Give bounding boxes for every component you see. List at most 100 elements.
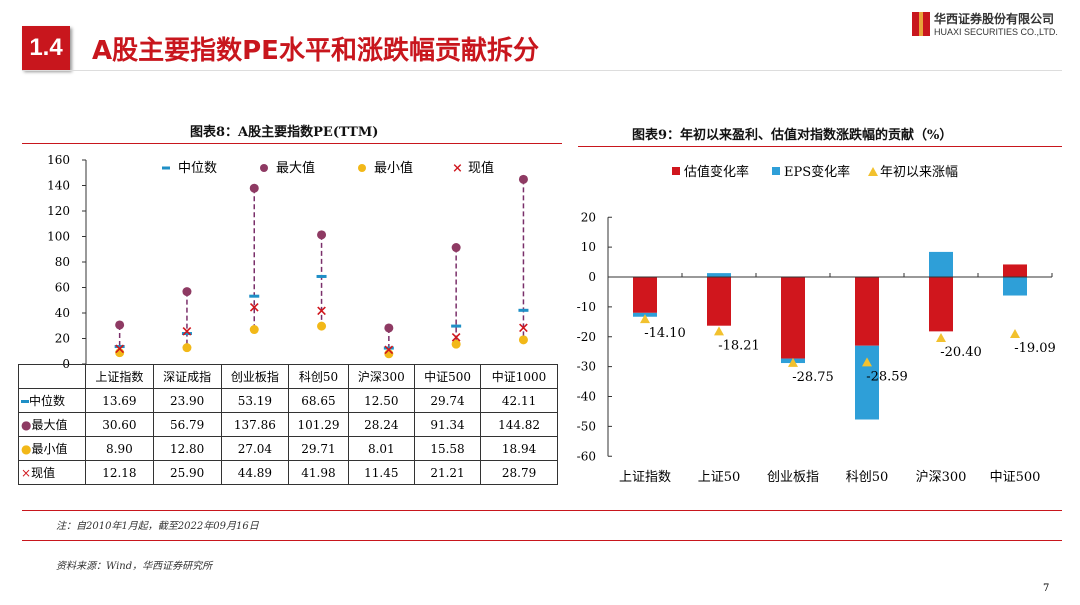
c8-y-tick: 120 [47,204,70,218]
c8-min-point [182,343,192,353]
c8-legend-label: 最大值 [276,160,315,176]
c8-min-point [384,349,394,359]
table-cell: 13.69 [85,388,154,413]
company-logo: 华西证券股份有限公司 HUAXI SECURITIES CO.,LTD. [912,10,1058,37]
c8-min-point [451,339,461,349]
c9-eps-bar [929,251,953,277]
table-row: ×现值 12.18 25.90 44.89 41.98 11.45 21.21 28.79 [18,460,558,485]
row-label-cell: ●最小值 [18,436,86,461]
c9-y-tick: -30 [577,360,596,374]
table-row: ●最大值 30.60 56.79 137.86 101.29 28.24 91.34 144.… [18,412,558,437]
c9-valuation-bar [781,277,805,359]
current-x-icon: × [21,466,32,480]
c8-min-point [317,321,327,331]
c8-y-tick: 100 [47,230,70,244]
header-divider [22,70,1062,71]
chart9-title: 图表9：年初以来盈利、估值对指数涨跌幅的贡献（%） [632,128,953,143]
c9-y-tick: 10 [581,240,596,254]
chart9-title-rule [578,146,1062,147]
c8-current-point: × [450,328,463,346]
logo-en: HUAXI SECURITIES CO.,LTD. [934,27,1058,37]
c8-y-tick: 160 [47,153,70,167]
c9-y-tick: -40 [577,390,596,404]
c8-current-point: × [517,318,530,336]
c8-min-point [115,348,125,358]
c9-return-marker [714,326,724,336]
c8-current-point: × [383,340,396,358]
table-col-header: 创业板指 [220,364,290,389]
logo-mark-icon [912,11,930,36]
c8-current-point: × [248,298,261,316]
c8-legend-circle-icon [260,164,268,172]
table-cell: 44.89 [220,460,290,485]
pe-table: 上证指数 深证成指 创业板指 科创50 沪深300 中证500 中证1000 中位数 13.69… [18,364,558,485]
source: 资料来源：Wind，华西证券研究所 [56,561,213,572]
table-header-row: 上证指数 深证成指 创业板指 科创50 沪深300 中证500 中证1000 [18,364,558,389]
table-cell: 25.90 [152,460,222,485]
table-cell: 101.29 [288,412,349,437]
table-cell: 11.45 [347,460,415,485]
c9-data-label: -18.21 [718,338,760,353]
c8-max-point [384,323,394,333]
min-circle-icon: ● [21,442,32,456]
table-row: 中位数 13.69 23.90 53.19 68.65 12.50 29.74 42.11 [18,388,558,413]
table-cell: 144.82 [480,412,558,437]
table-cell: 91.34 [413,412,482,437]
c9-y-tick: 0 [588,270,596,284]
table-cell: 12.18 [85,460,154,485]
c9-return-marker [1010,329,1020,339]
c8-max-point [317,230,327,240]
section-number: 1.4 [22,26,70,70]
page-title: A股主要指数PE水平和涨跌幅贡献拆分 [92,36,539,66]
c8-max-point [115,320,125,330]
c8-y-tick: 140 [47,179,70,193]
table-cell: 18.94 [480,436,558,461]
c8-max-point [451,243,461,253]
c8-current-point: × [181,322,194,340]
c8-max-point [182,287,192,297]
c8-y-tick: 40 [55,306,70,320]
logo-cn: 华西证券股份有限公司 [934,12,1055,26]
table-cell: 56.79 [152,412,222,437]
median-dash-icon [21,394,29,408]
row-label: 最小值 [31,442,68,456]
c9-valuation-bar [707,277,731,326]
table-col-header: 沪深300 [347,364,415,389]
max-circle-icon: ● [21,418,32,432]
c8-y-tick: 80 [55,255,70,269]
c9-y-tick: -20 [577,330,596,344]
c9-x-tick: 中证500 [990,470,1041,485]
c9-return-marker [936,332,946,342]
c8-max-point [518,174,528,184]
row-label-cell: ×现值 [18,460,86,485]
table-cell: 41.98 [288,460,349,485]
table-cell: 12.80 [152,436,222,461]
c9-y-tick: -50 [577,419,596,433]
c9-legend-label: 年初以来涨幅 [880,165,958,180]
table-cell: 15.58 [413,436,482,461]
c8-legend-label: 最小值 [374,160,413,176]
c9-x-tick: 科创50 [846,470,889,485]
row-label: 现值 [31,466,56,480]
c9-data-label: -28.75 [792,370,834,385]
table-cell: 68.65 [288,388,349,413]
c9-legend-label: EPS变化率 [784,164,850,180]
table-col-header: 中证1000 [480,364,558,389]
c8-legend-label: 中位数 [178,161,217,176]
c8-min-point [518,335,528,345]
table-cell: 29.71 [288,436,349,461]
table-cell: 42.11 [480,388,558,413]
c9-legend-triangle-icon [868,167,878,176]
table-cell: 30.60 [85,412,154,437]
page-number: 7 [1043,583,1050,594]
table-cell: 8.01 [347,436,415,461]
table-cell: 137.86 [220,412,290,437]
c8-legend-circle-icon [358,164,366,172]
c9-y-tick: 20 [581,210,596,224]
row-label-cell: ●最大值 [18,412,86,437]
table-col-header: 中证500 [413,364,482,389]
table-cell: 28.79 [480,460,558,485]
c9-data-label: -20.40 [940,345,982,360]
c9-legend-label: 估值变化率 [684,164,749,180]
